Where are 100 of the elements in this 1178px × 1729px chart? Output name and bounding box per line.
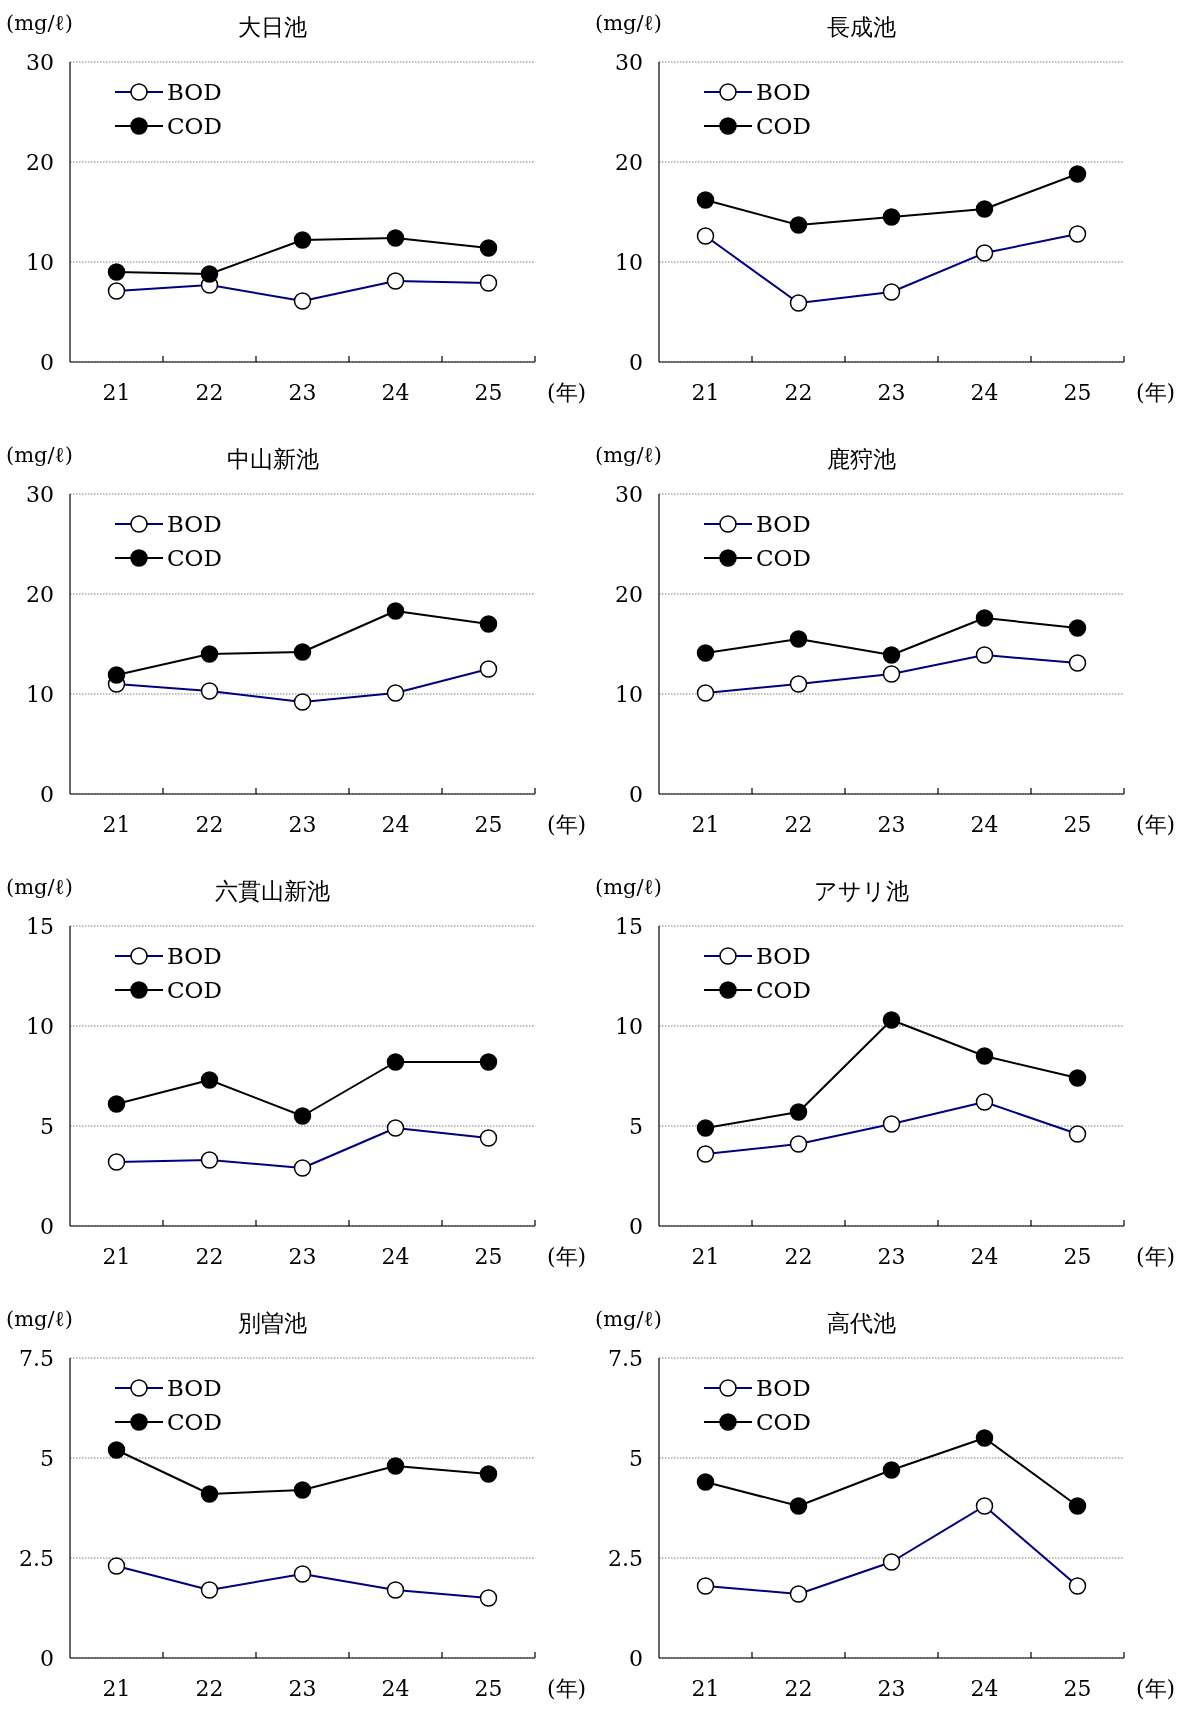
legend-label: COD	[167, 113, 222, 139]
x-tick-label: 25	[1063, 1244, 1092, 1269]
x-tick-label: 22	[195, 380, 224, 405]
x-tick-label: 22	[784, 1244, 813, 1269]
x-tick-label: 23	[288, 380, 317, 405]
x-axis-title: (年)	[547, 380, 587, 405]
point	[1068, 165, 1087, 183]
point	[479, 1053, 498, 1071]
y-tick-label: 10	[615, 250, 643, 275]
point	[107, 1441, 126, 1459]
y-tick-label: 2.5	[608, 1546, 643, 1571]
y-tick-label: 20	[615, 150, 643, 175]
legend-label: BOD	[756, 511, 811, 537]
x-tick-label: 23	[288, 812, 317, 837]
point	[386, 229, 405, 247]
y-axis-title: (mg/ℓ)	[595, 1307, 662, 1331]
chart-title: 大日池	[238, 14, 307, 40]
y-tick-label: 5	[629, 1114, 643, 1139]
x-tick-label: 25	[474, 812, 503, 837]
y-tick-label: 10	[615, 682, 643, 707]
legend-label: COD	[167, 977, 222, 1003]
y-tick-label: 30	[26, 50, 54, 75]
point	[200, 1485, 219, 1503]
y-tick-label: 0	[40, 782, 54, 807]
y-tick-label: 5	[629, 1446, 643, 1471]
y-axis-title: (mg/ℓ)	[595, 11, 662, 35]
y-tick-label: 7.5	[608, 1346, 643, 1371]
legend-label: BOD	[167, 79, 222, 105]
x-tick-label: 24	[381, 1676, 410, 1701]
x-tick-label: 25	[1063, 380, 1092, 405]
y-tick-label: 10	[26, 250, 54, 275]
y-tick-label: 5	[40, 1114, 54, 1139]
x-axis-title: (年)	[547, 812, 587, 837]
legend-label: BOD	[167, 511, 222, 537]
point	[975, 200, 994, 218]
x-tick-label: 23	[288, 1676, 317, 1701]
x-tick-label: 25	[1063, 1676, 1092, 1701]
point	[882, 208, 901, 226]
x-tick-label: 24	[381, 812, 410, 837]
point	[1068, 619, 1087, 637]
chart-title: 鹿狩池	[827, 446, 896, 472]
legend-label: COD	[756, 1409, 811, 1435]
point	[293, 231, 312, 249]
point	[293, 643, 312, 661]
legend-label: BOD	[167, 943, 222, 969]
legend-label: BOD	[167, 1375, 222, 1401]
point	[789, 1497, 808, 1515]
point	[107, 666, 126, 684]
point	[789, 216, 808, 234]
x-tick-label: 24	[970, 1676, 999, 1701]
point	[696, 191, 715, 209]
point	[479, 1465, 498, 1483]
point	[200, 645, 219, 663]
point	[789, 630, 808, 648]
y-tick-label: 10	[26, 1014, 54, 1039]
y-tick-label: 0	[40, 1214, 54, 1239]
legend-label: COD	[167, 1409, 222, 1435]
x-axis-title: (年)	[1136, 1244, 1176, 1269]
y-tick-label: 0	[629, 1214, 643, 1239]
y-tick-label: 15	[615, 914, 643, 939]
x-tick-label: 21	[102, 1676, 131, 1701]
point	[1068, 1497, 1087, 1515]
x-axis-title: (年)	[547, 1244, 587, 1269]
point	[200, 1071, 219, 1089]
point	[696, 1473, 715, 1491]
x-tick-label: 25	[474, 380, 503, 405]
point	[696, 1119, 715, 1137]
y-axis-title: (mg/ℓ)	[6, 875, 73, 899]
legend-label: COD	[167, 545, 222, 571]
y-tick-label: 30	[615, 482, 643, 507]
point	[107, 1095, 126, 1113]
x-tick-label: 21	[691, 812, 720, 837]
x-tick-label: 22	[784, 812, 813, 837]
x-tick-label: 21	[691, 1676, 720, 1701]
y-tick-label: 5	[40, 1446, 54, 1471]
chart-title: アサリ池	[814, 878, 909, 904]
point	[975, 1047, 994, 1065]
y-tick-label: 15	[26, 914, 54, 939]
y-tick-label: 0	[40, 1646, 54, 1671]
y-axis-title: (mg/ℓ)	[595, 443, 662, 467]
x-tick-label: 23	[877, 1244, 906, 1269]
x-tick-label: 21	[691, 380, 720, 405]
y-tick-label: 10	[26, 682, 54, 707]
y-tick-label: 0	[629, 1646, 643, 1671]
y-axis-title: (mg/ℓ)	[595, 875, 662, 899]
x-axis-title: (年)	[1136, 1676, 1176, 1701]
point	[882, 646, 901, 664]
x-tick-label: 22	[195, 812, 224, 837]
x-tick-label: 24	[970, 1244, 999, 1269]
point	[975, 609, 994, 627]
y-tick-label: 0	[629, 782, 643, 807]
y-tick-label: 20	[26, 582, 54, 607]
x-tick-label: 25	[474, 1244, 503, 1269]
x-tick-label: 22	[784, 1676, 813, 1701]
point	[293, 1107, 312, 1125]
point	[200, 265, 219, 283]
point	[386, 1457, 405, 1475]
x-tick-label: 23	[877, 1676, 906, 1701]
y-axis-title: (mg/ℓ)	[6, 1307, 73, 1331]
chart-title: 別曽池	[238, 1310, 307, 1336]
